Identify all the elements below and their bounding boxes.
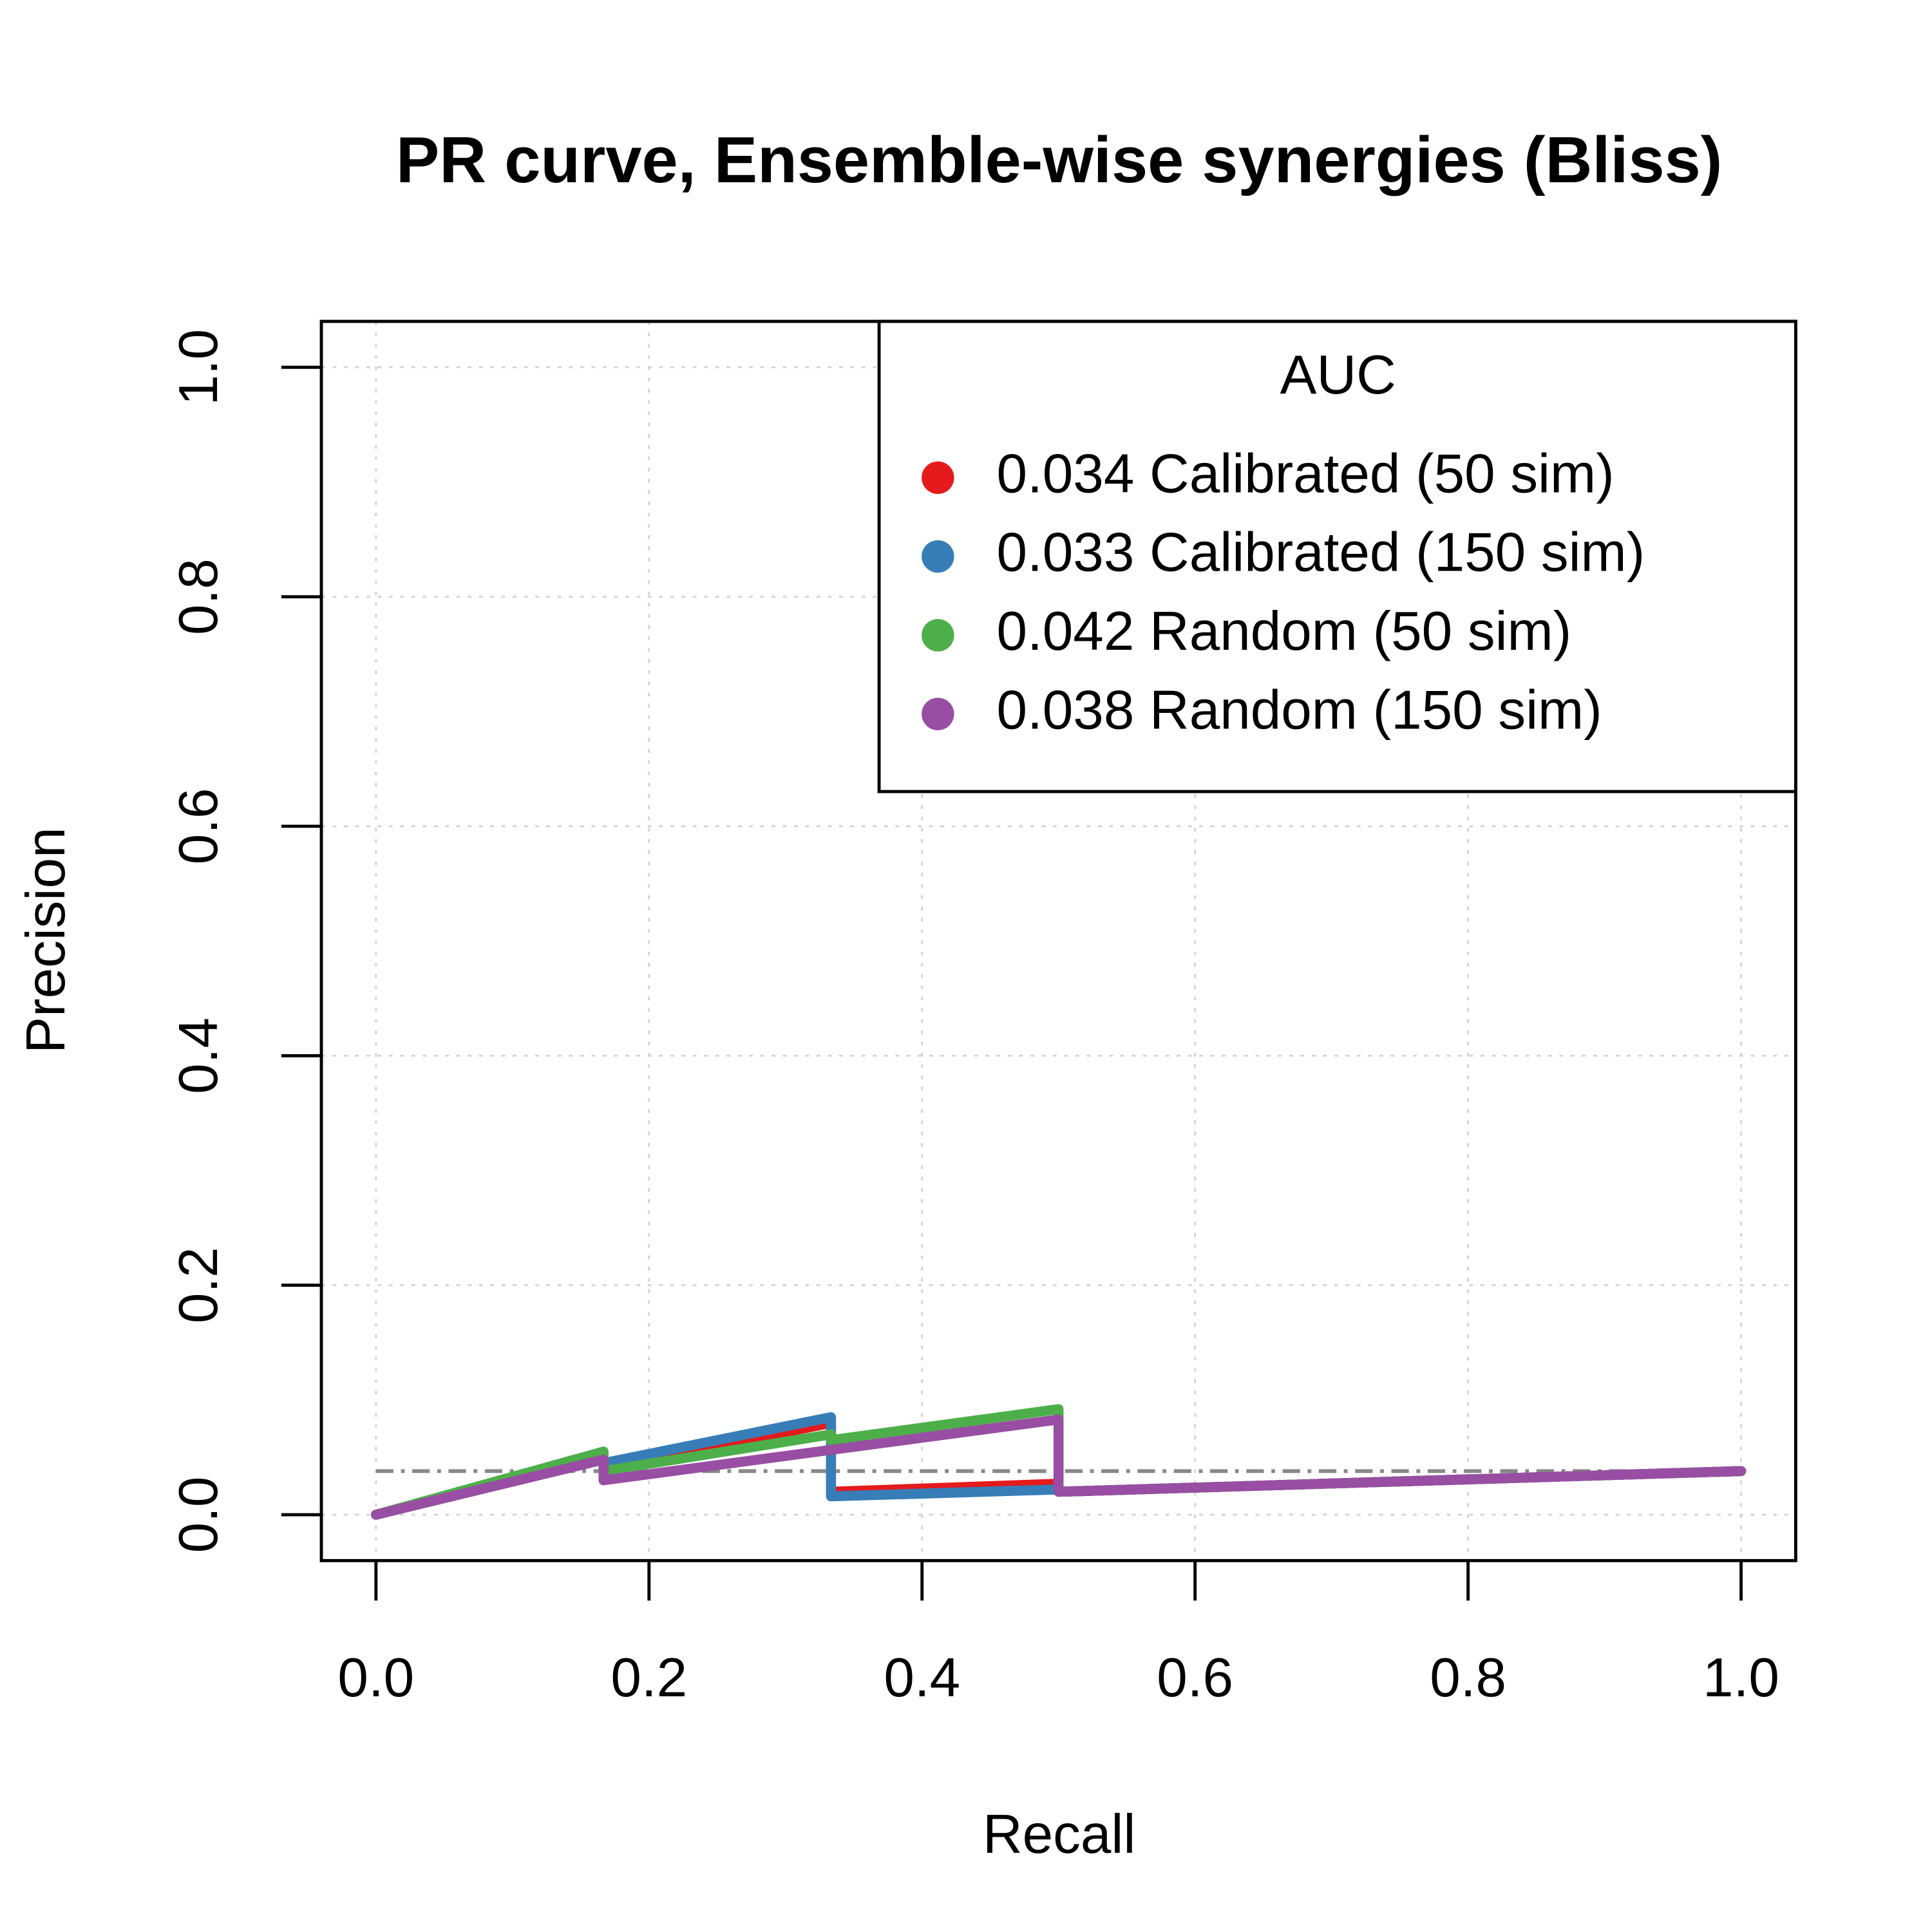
legend-label: 0.034 Calibrated (50 sim) xyxy=(997,443,1615,504)
x-tick-label: 0.6 xyxy=(1157,1647,1233,1709)
x-tick-label: 0.8 xyxy=(1430,1647,1506,1709)
x-axis-label: Recall xyxy=(983,1804,1135,1865)
legend-marker xyxy=(922,619,954,652)
pr-line xyxy=(371,1414,1747,1520)
y-tick-label: 0.2 xyxy=(168,1247,229,1323)
legend-marker xyxy=(922,461,954,494)
y-tick-label: 0.4 xyxy=(168,1018,229,1094)
legend-title: AUC xyxy=(1280,345,1396,406)
legend-label: 0.038 Random (150 sim) xyxy=(997,679,1602,741)
legend-label: 0.042 Random (50 sim) xyxy=(997,601,1572,662)
y-tick-label: 0.0 xyxy=(168,1477,229,1553)
legend-marker xyxy=(922,697,954,730)
legend-label: 0.033 Calibrated (150 sim) xyxy=(997,522,1645,583)
legend-box xyxy=(877,319,1797,793)
x-tick-label: 0.0 xyxy=(337,1647,414,1709)
y-axis-label: Precision xyxy=(15,828,77,1054)
y-tick-label: 0.6 xyxy=(168,788,229,865)
y-tick-label: 0.8 xyxy=(168,558,229,635)
y-tick-label: 1.0 xyxy=(168,329,229,406)
legend-marker xyxy=(922,540,954,573)
x-tick-label: 1.0 xyxy=(1703,1647,1779,1709)
x-tick-label: 0.4 xyxy=(884,1647,960,1709)
chart-title: PR curve, Ensemble-wise synergies (Bliss… xyxy=(396,124,1723,196)
x-tick-label: 0.2 xyxy=(611,1647,687,1709)
